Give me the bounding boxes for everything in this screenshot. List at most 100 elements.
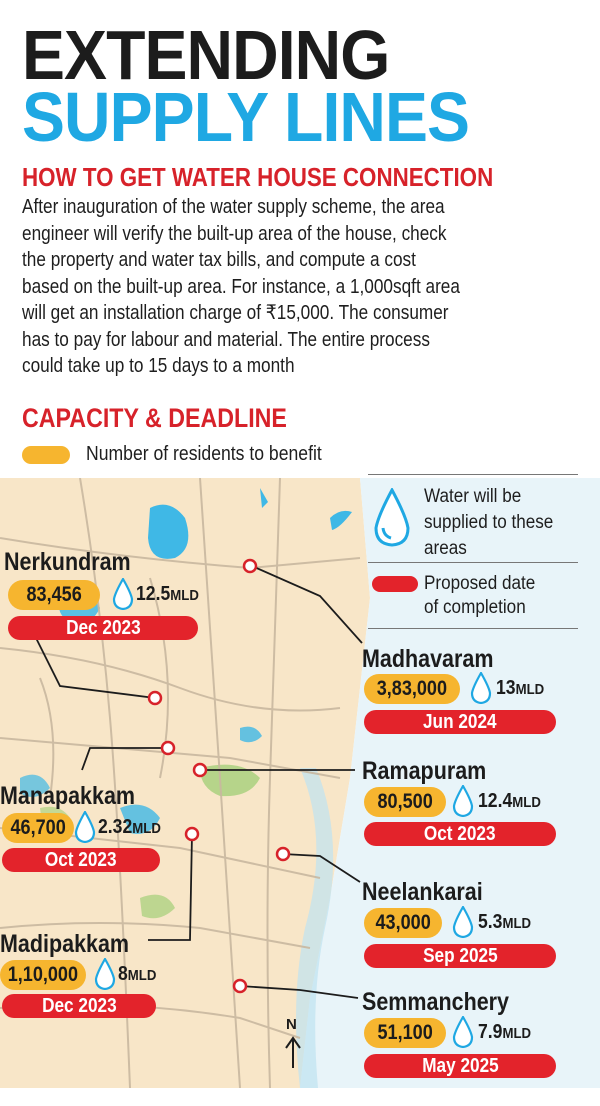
connection-body-text: After inauguration of the water supply s… [22,194,572,380]
supply-unit: MLD [170,587,199,604]
water-drop-icon [94,958,116,990]
legend-date-line: of completion [424,597,526,618]
area-ramapuram: Ramapuram [362,757,507,785]
legend-water-line: supplied to these [424,512,554,533]
supply-mld: 2.32MLD [98,813,169,843]
marker-madhavaram [242,558,258,574]
area-manapakkam: Manapakkam [0,782,157,810]
supply-mld: 12.4MLD [478,787,549,817]
supply-unit: MLD [132,820,161,837]
supply-mld: 8MLD [118,960,162,990]
completion-date: Oct 2023 [45,849,117,871]
supply-unit: MLD [515,681,545,698]
supply-mld: 5.3MLD [478,908,538,938]
water-drop-icon [374,488,410,547]
residents-pill: 43,000 [364,908,442,938]
legend-date-line: Proposed date [424,573,536,594]
supply-value: 7.9 [478,1021,503,1043]
residents-count: 43,000 [375,911,431,934]
date-pill: Oct 2023 [2,848,160,872]
residents-count: 3,83,000 [376,677,448,700]
supply-mld: 13MLD [496,674,551,704]
residents-pill: 51,100 [364,1018,446,1048]
legend-divider [368,628,578,629]
water-drop-icon [74,811,96,843]
area-name: Nerkundram [4,548,131,576]
legend-water-line: Water will be [424,486,522,507]
supply-value: 12.4 [478,790,513,812]
body-line: will get an installation charge of ₹15,0… [22,302,449,324]
water-drop-icon [452,1016,474,1048]
body-line: could take up to 15 days to a month [22,355,295,377]
legend-water-label: Water will be supplied to these areas [424,484,553,562]
area-name: Neelankarai [362,878,483,906]
water-drop-icon [452,785,474,817]
supply-unit: MLD [512,794,541,811]
water-drop-icon [452,906,474,938]
date-pill: Jun 2024 [364,710,556,734]
supply-value: 2.32 [98,816,133,838]
water-drop-icon [112,578,134,610]
body-line: the property and water tax bills, and co… [22,249,416,271]
water-drop-icon [470,672,492,704]
residents-pill: 1,10,000 [0,960,86,990]
area-name: Madipakkam [0,930,130,958]
body-line: based on the built-up area. For instance… [22,275,460,298]
residents-count: 51,100 [377,1021,433,1044]
legend-date-swatch [372,576,418,592]
residents-pill: 83,456 [8,580,100,610]
body-line: has to pay for labour and material. The … [22,328,430,351]
date-pill: Dec 2023 [8,616,198,640]
completion-date: Dec 2023 [65,617,141,639]
area-name: Madhavaram [362,645,494,673]
supply-value: 13 [496,677,516,699]
residents-count: 46,700 [10,816,66,839]
park [200,764,260,797]
marker-madipakkam [184,826,200,842]
marker-manapakkam [160,740,176,756]
completion-date: Oct 2023 [424,823,496,845]
supply-unit: MLD [502,1025,532,1042]
area-semmanchery: Semmanchery [362,988,533,1016]
area-neelankarai: Neelankarai [362,878,502,906]
date-pill: Oct 2023 [364,822,556,846]
residents-count: 83,456 [26,583,82,606]
legend-residents-swatch [22,446,70,464]
supply-mld: 7.9MLD [478,1018,538,1048]
residents-pill: 3,83,000 [364,674,460,704]
residents-count: 80,500 [377,790,433,813]
legend-water-line: areas [424,538,467,559]
marker-nerkundram [147,690,163,706]
completion-date: May 2025 [421,1055,499,1077]
body-line: After inauguration of the water supply s… [22,196,445,218]
date-pill: Sep 2025 [364,944,556,968]
headline-line-2: SUPPLY LINES [22,78,470,156]
legend-divider [368,474,578,475]
north-label: N [286,1016,297,1033]
residents-pill: 46,700 [2,813,74,843]
completion-date: Dec 2023 [41,995,117,1017]
completion-date: Jun 2024 [423,711,497,733]
area-name: Ramapuram [362,757,487,785]
date-pill: May 2025 [364,1054,556,1078]
marker-semmanchery [232,978,248,994]
legend-residents-label: Number of residents to benefit [86,443,322,465]
supply-value: 5.3 [478,911,503,933]
north-arrow-icon [285,1036,301,1068]
area-name: Manapakkam [0,782,136,810]
area-madhavaram: Madhavaram [362,645,515,673]
residents-count: 1,10,000 [7,963,79,986]
section-heading-connection: HOW TO GET WATER HOUSE CONNECTION [22,162,494,192]
date-pill: Dec 2023 [2,994,156,1018]
headline-line-1: EXTENDING [22,16,390,94]
marker-ramapuram [192,762,208,778]
marker-neelankarai [275,846,291,862]
supply-value: 12.5 [136,583,171,605]
residents-pill: 80,500 [364,787,446,817]
supply-unit: MLD [127,967,157,984]
lake [148,504,189,559]
area-nerkundram: Nerkundram [4,548,151,576]
supply-unit: MLD [502,915,532,932]
completion-date: Sep 2025 [422,945,498,967]
supply-mld: 12.5MLD [136,580,207,610]
